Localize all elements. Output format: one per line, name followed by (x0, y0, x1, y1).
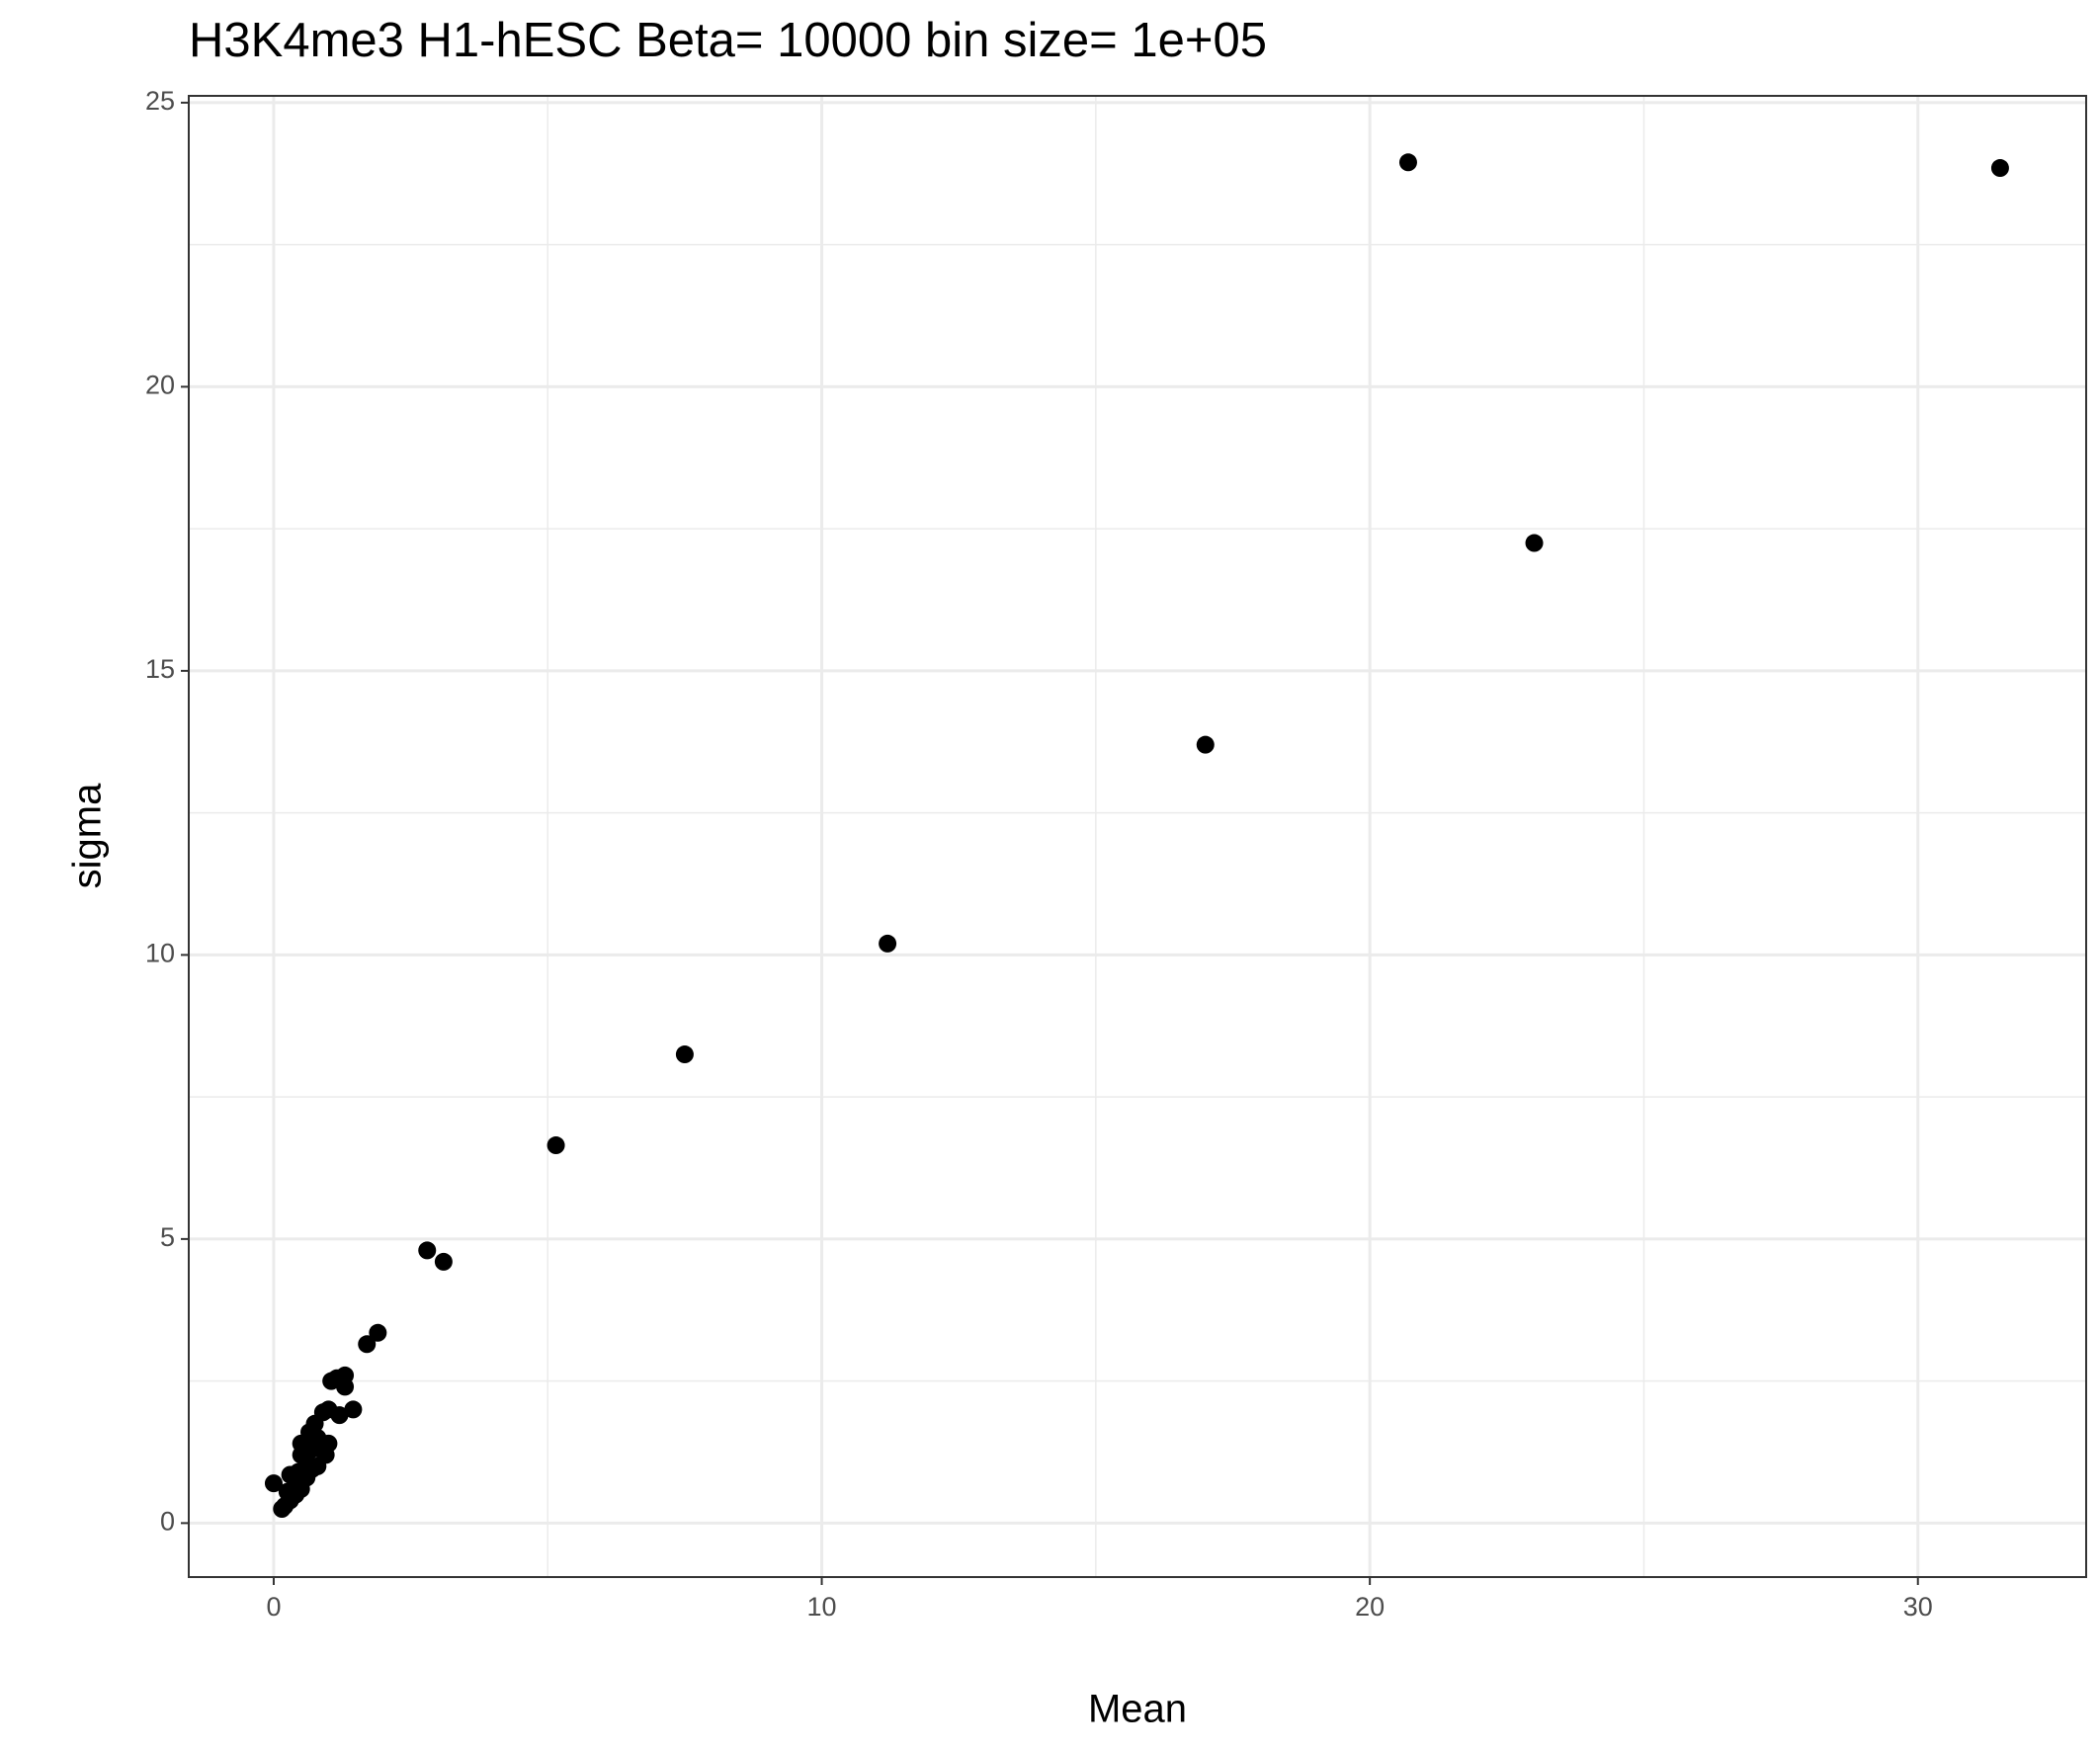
y-axis-label: sigma (66, 783, 110, 888)
point (327, 1369, 346, 1387)
point (418, 1241, 437, 1260)
point (281, 1465, 299, 1484)
y-tick-label: 20 (145, 371, 175, 400)
point (1398, 153, 1417, 172)
panel-border (188, 95, 2087, 1578)
point (278, 1482, 296, 1501)
point (1196, 735, 1215, 754)
point (292, 1446, 310, 1464)
y-tick-label: 15 (145, 654, 175, 684)
point (300, 1423, 319, 1442)
y-tick-label: 25 (145, 86, 175, 116)
point (358, 1335, 377, 1354)
point (546, 1136, 565, 1155)
x-axis-label: Mean (1088, 1688, 1187, 1731)
point (434, 1252, 453, 1271)
point (1990, 159, 2009, 178)
point (369, 1323, 387, 1342)
x-tick-label: 20 (1355, 1592, 1385, 1622)
y-tick-label: 0 (160, 1507, 175, 1537)
point (264, 1474, 283, 1493)
point (1525, 534, 1544, 552)
y-tick-label: 5 (160, 1222, 175, 1252)
x-tick-label: 10 (807, 1592, 837, 1622)
x-tick-label: 0 (266, 1592, 281, 1622)
point (311, 1440, 330, 1458)
point (879, 934, 897, 953)
point (273, 1500, 292, 1519)
point (344, 1400, 363, 1419)
point (302, 1459, 321, 1478)
chart-title: H3K4me3 H1-hESC Beta= 10000 bin size= 1e… (189, 14, 1267, 67)
x-tick-label: 30 (1903, 1592, 1933, 1622)
y-tick-label: 10 (145, 939, 175, 968)
point (675, 1045, 694, 1064)
